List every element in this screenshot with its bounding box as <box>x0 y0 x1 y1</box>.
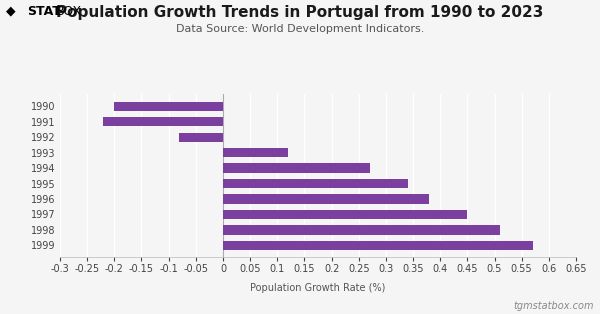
Bar <box>223 225 500 235</box>
Bar <box>223 164 370 173</box>
Bar <box>223 148 288 157</box>
X-axis label: Population Growth Rate (%): Population Growth Rate (%) <box>250 283 386 293</box>
Text: BOX: BOX <box>56 5 82 18</box>
Bar <box>115 102 223 111</box>
Bar <box>223 210 467 219</box>
Bar <box>103 117 223 126</box>
Bar <box>223 194 430 204</box>
Text: Data Source: World Development Indicators.: Data Source: World Development Indicator… <box>176 24 424 34</box>
Bar <box>223 241 533 250</box>
Text: ◆: ◆ <box>6 5 16 18</box>
Text: Population Growth Trends in Portugal from 1990 to 2023: Population Growth Trends in Portugal fro… <box>56 5 544 20</box>
Bar <box>179 133 223 142</box>
Text: tgmstatbox.com: tgmstatbox.com <box>514 301 594 311</box>
Bar <box>223 179 407 188</box>
Text: STAT: STAT <box>27 5 61 18</box>
